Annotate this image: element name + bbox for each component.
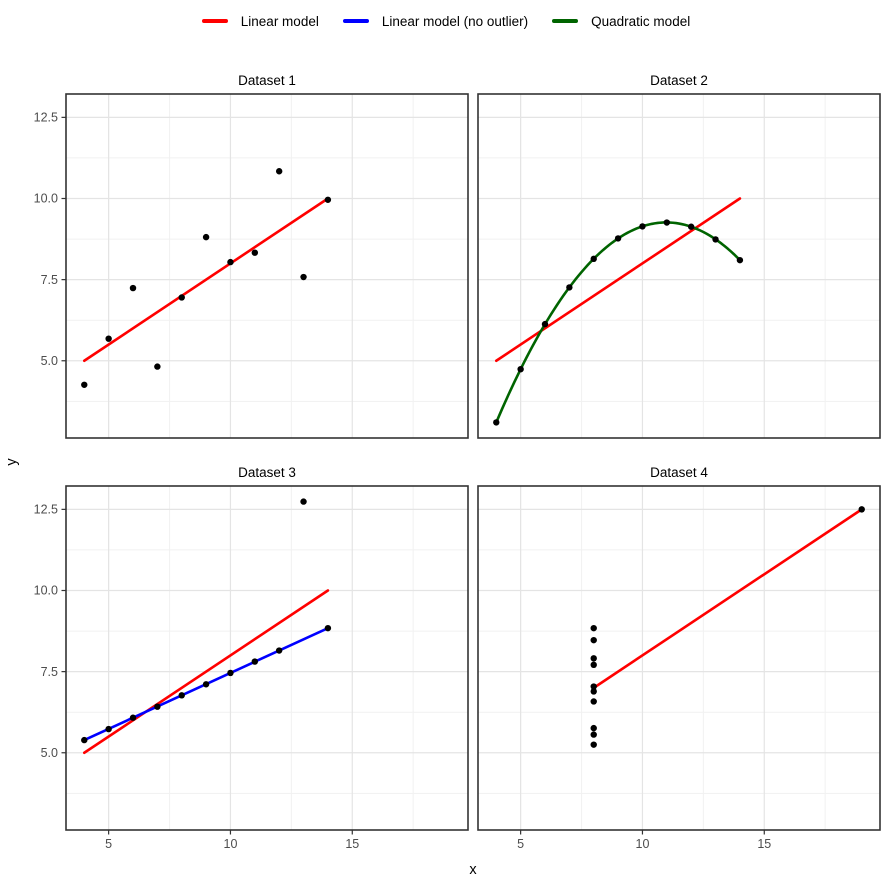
- data-point: [251, 249, 259, 256]
- panel-dataset-2: Dataset 2: [477, 73, 881, 439]
- data-point: [541, 320, 549, 328]
- data-point: [275, 168, 283, 175]
- y-axis-tick-label: 5.0: [41, 746, 58, 760]
- legend-item-linear-model: Linear model: [201, 13, 319, 29]
- x-axis-tick-label: 15: [345, 837, 359, 851]
- data-point: [590, 698, 597, 705]
- data-point: [81, 381, 88, 388]
- panel-title: Dataset 1: [238, 73, 296, 88]
- data-point: [687, 223, 695, 230]
- y-axis-tick-label: 10.0: [34, 192, 58, 206]
- legend-label: Linear model (no outlier): [381, 13, 529, 29]
- model-line-linear-model: [82, 589, 330, 755]
- model-line-linear-model: [592, 508, 864, 690]
- data-point: [251, 658, 259, 665]
- panel-border: [477, 485, 881, 831]
- data-point: [227, 669, 234, 677]
- data-point: [590, 624, 597, 632]
- y-axis-tick-label: 12.5: [34, 111, 58, 125]
- y-axis-tick-label: 10.0: [34, 584, 58, 598]
- legend-key-line-icon: [552, 19, 579, 23]
- data-point: [324, 196, 332, 203]
- data-point: [81, 736, 88, 744]
- panel-title: Dataset 2: [650, 73, 708, 88]
- data-point: [566, 284, 573, 291]
- data-point: [129, 284, 137, 292]
- y-axis-tick-label: 7.5: [41, 273, 58, 287]
- data-point: [517, 366, 524, 373]
- x-axis-tick-label: 10: [636, 837, 650, 851]
- panel-border: [477, 93, 881, 439]
- x-axis-tick-label: 5: [105, 837, 112, 851]
- data-point: [858, 506, 865, 513]
- data-point: [129, 714, 137, 721]
- data-point: [590, 255, 597, 263]
- data-point: [227, 258, 234, 266]
- data-point: [590, 724, 597, 732]
- legend: Linear model Linear model (no outlier) Q…: [0, 8, 892, 34]
- x-axis-label: x: [469, 862, 477, 878]
- data-point: [590, 731, 597, 738]
- legend-item-linear-model-no-outlier: Linear model (no outlier): [342, 13, 529, 29]
- panel-background: [478, 94, 880, 438]
- data-point: [590, 683, 597, 690]
- data-point: [590, 636, 597, 644]
- data-point: [275, 647, 283, 654]
- y-axis-tick-label: 5.0: [41, 354, 58, 368]
- panel-border: [65, 93, 469, 439]
- data-point: [300, 273, 307, 281]
- data-point: [639, 223, 646, 230]
- legend-label: Quadratic model: [591, 13, 691, 29]
- data-point: [324, 624, 332, 632]
- panel-dataset-1: Dataset 1 5.0 7.5 10.0 12.5: [34, 73, 469, 439]
- data-point: [154, 703, 161, 710]
- x-axis-tick-label: 10: [224, 837, 238, 851]
- y-axis-tick-label: 7.5: [41, 665, 58, 679]
- panel-title: Dataset 3: [238, 465, 296, 480]
- model-line-linear-model: [494, 197, 742, 363]
- data-point: [300, 498, 307, 505]
- data-point: [493, 419, 500, 426]
- panel-dataset-4: Dataset 4 5 10 15: [477, 465, 881, 851]
- y-axis-tick-label: 12.5: [34, 503, 58, 517]
- panel-background: [66, 486, 468, 830]
- legend-item-quadratic-model: Quadratic model: [552, 14, 690, 29]
- data-point: [178, 294, 185, 301]
- data-point: [712, 236, 719, 243]
- data-point: [202, 233, 210, 241]
- legend-label: Linear model: [240, 13, 319, 29]
- data-point: [614, 235, 622, 242]
- data-point: [663, 219, 671, 226]
- y-axis-label: y: [4, 458, 20, 466]
- x-axis-tick-label: 5: [517, 837, 524, 851]
- data-point: [590, 661, 597, 669]
- data-point: [154, 363, 161, 370]
- data-point: [736, 256, 744, 264]
- model-line-linear-model: [82, 197, 330, 363]
- panel-border: [65, 485, 469, 831]
- x-axis-tick-label: 15: [757, 837, 771, 851]
- data-point: [590, 655, 597, 662]
- panel-background: [66, 94, 468, 438]
- legend-key-line-icon: [201, 19, 228, 23]
- panel-dataset-3: Dataset 3 5.0 7.5 10.0 12.5 5 10 15: [34, 465, 469, 851]
- data-point: [105, 725, 112, 733]
- data-point: [178, 692, 185, 699]
- data-point: [590, 688, 597, 695]
- data-point: [202, 681, 210, 688]
- legend-key-line-icon: [342, 19, 369, 23]
- data-point: [105, 335, 112, 342]
- data-point: [590, 741, 597, 748]
- panel-title: Dataset 4: [650, 465, 708, 480]
